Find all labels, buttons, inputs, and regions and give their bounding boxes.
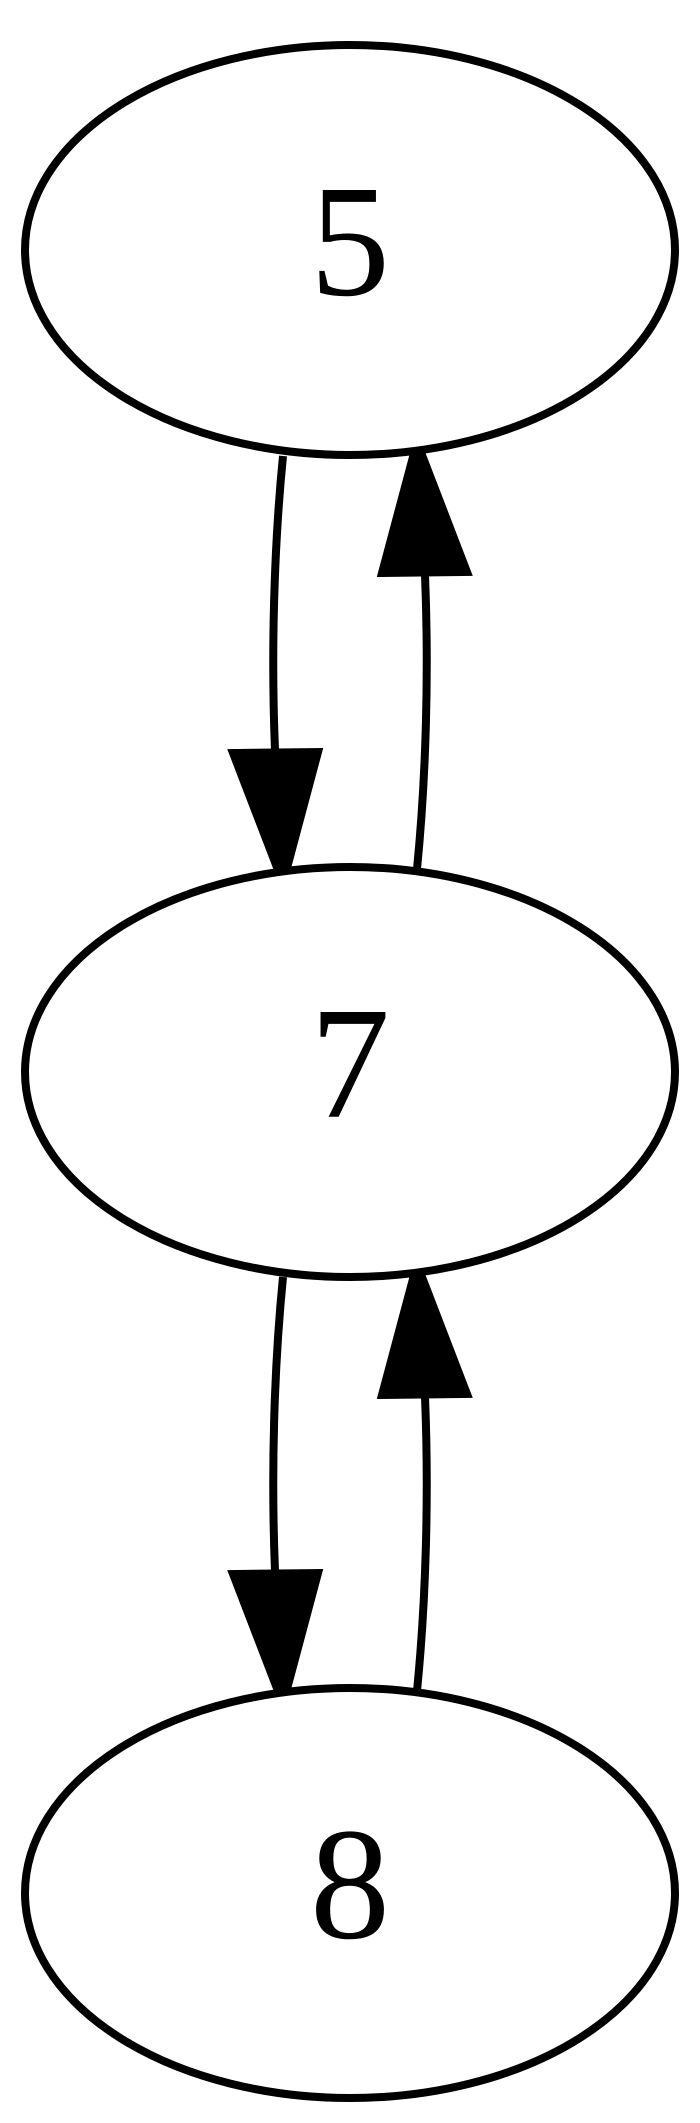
edge-5-to-7-arrowhead xyxy=(227,747,324,896)
edge-5-to-7-line xyxy=(269,455,287,751)
edge-7-to-8-arrowhead xyxy=(227,1568,324,1717)
edge-5-to-7 xyxy=(227,455,324,896)
node-5-label: 5 xyxy=(310,152,390,330)
edge-8-to-7-line xyxy=(413,1396,431,1692)
edges xyxy=(227,429,473,1717)
edge-7-to-8 xyxy=(227,1276,324,1717)
edge-7-to-5-arrowhead xyxy=(376,429,473,578)
edge-7-to-5 xyxy=(376,429,473,870)
edge-7-to-8-line xyxy=(269,1276,287,1572)
edge-7-to-5-line xyxy=(413,574,431,870)
edge-8-to-7-arrowhead xyxy=(376,1251,473,1400)
node-8[interactable]: 8 xyxy=(21,1684,679,2102)
node-7-ellipse xyxy=(21,863,679,1281)
node-7-label: 7 xyxy=(310,974,390,1152)
node-5[interactable]: 5 xyxy=(21,41,679,459)
edge-8-to-7 xyxy=(376,1251,473,1692)
node-7[interactable]: 7 xyxy=(21,863,679,1281)
node-8-label: 8 xyxy=(310,1795,390,1973)
node-5-ellipse xyxy=(21,41,679,459)
node-8-ellipse xyxy=(21,1684,679,2102)
